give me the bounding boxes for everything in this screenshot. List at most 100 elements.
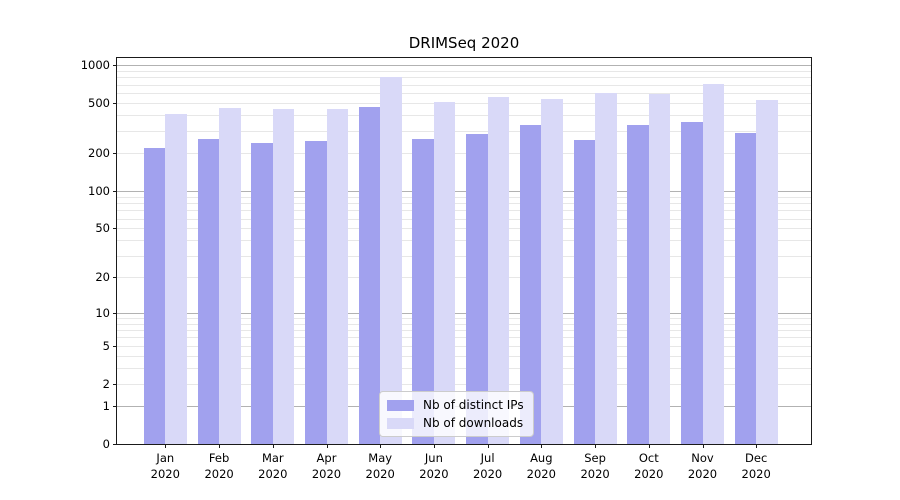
bar-downloads-jun — [433, 101, 456, 444]
x-tick-label-feb: Feb 2020 — [189, 450, 249, 482]
y-tick-label-1000: 1000 — [80, 58, 110, 73]
y-tick-label-0: 0 — [102, 437, 110, 451]
x-tick-month: Jan — [156, 451, 175, 465]
x-tick-label-may: May 2020 — [350, 450, 410, 482]
gridline-minor-400 — [117, 115, 811, 117]
x-tick-month: Sep — [584, 451, 606, 465]
bar-downloads-sep — [595, 92, 617, 444]
bar-distinct-ips-jan — [143, 148, 166, 444]
x-tick-label-jul: Jul 2020 — [458, 450, 518, 482]
gridline-minor-9 — [117, 317, 811, 319]
x-tick-label-nov: Nov 2020 — [673, 450, 733, 482]
x-tick-month: Jun — [424, 451, 443, 465]
bar-distinct-ips-may — [358, 107, 381, 444]
gridline-minor-900 — [117, 70, 811, 72]
y-tick-label-10: 10 — [95, 305, 110, 320]
gridline-minor-90 — [117, 196, 811, 198]
x-tick-year: 2020 — [365, 467, 395, 481]
x-tick-label-apr: Apr 2020 — [297, 450, 357, 482]
gridline-minor-30 — [117, 255, 811, 257]
gridline-minor-7 — [117, 330, 811, 331]
bar-distinct-ips-jul — [466, 133, 488, 444]
gridline-minor-200 — [117, 153, 811, 155]
x-tick-month: Feb — [208, 451, 230, 465]
x-tick-month: Aug — [530, 451, 553, 465]
bar-distinct-ips-feb — [197, 138, 220, 444]
y-tick-label-50: 50 — [95, 221, 110, 236]
gridline-minor-2 — [117, 383, 811, 385]
bar-downloads-apr — [326, 109, 348, 444]
bar-distinct-ips-oct — [627, 125, 649, 444]
gridline-minor-40 — [117, 240, 811, 242]
legend: Nb of distinct IPs Nb of downloads — [379, 391, 534, 437]
bar-downloads-jul — [487, 97, 510, 444]
x-tick-nov — [702, 444, 704, 448]
x-tick-apr — [326, 444, 328, 448]
gridline-minor-50 — [117, 228, 811, 230]
x-tick-year: 2020 — [687, 467, 718, 481]
gridline-minor-3 — [117, 368, 811, 369]
gridline-major-1000 — [117, 65, 811, 67]
x-tick-month: Jul — [480, 451, 495, 465]
x-tick-label-mar: Mar 2020 — [243, 450, 303, 482]
gridline-minor-500 — [117, 103, 811, 105]
legend-label-distinct-ips: Nb of distinct IPs — [423, 398, 524, 412]
x-tick-month: Mar — [261, 451, 284, 465]
gridline-minor-8 — [117, 323, 811, 325]
bar-downloads-jan — [165, 114, 187, 444]
x-tick-jun — [433, 444, 435, 448]
y-tick-0 — [113, 444, 117, 445]
x-tick-month: May — [368, 451, 393, 465]
bar-downloads-dec — [756, 100, 778, 444]
x-tick-may — [380, 444, 382, 448]
x-tick-feb — [219, 444, 221, 448]
y-tick-label-200: 200 — [88, 146, 110, 161]
x-tick-label-sep: Sep 2020 — [565, 450, 625, 482]
gridline-minor-800 — [117, 77, 811, 79]
gridline-minor-6 — [117, 337, 811, 339]
bar-distinct-ips-sep — [573, 140, 596, 444]
x-tick-label-aug: Aug 2020 — [511, 450, 571, 482]
bar-downloads-may — [380, 77, 402, 444]
bar-distinct-ips-aug — [519, 125, 542, 444]
x-tick-year: 2020 — [150, 467, 180, 481]
gridline-minor-20 — [117, 277, 811, 279]
x-tick-year: 2020 — [204, 467, 234, 481]
bar-distinct-ips-jun — [412, 139, 434, 444]
gridline-minor-80 — [117, 203, 811, 204]
bar-downloads-oct — [648, 93, 671, 444]
x-tick-aug — [541, 444, 543, 448]
x-tick-label-oct: Oct 2020 — [619, 450, 679, 482]
x-tick-month: Nov — [691, 451, 714, 465]
y-tick-label-500: 500 — [88, 96, 110, 111]
x-tick-oct — [648, 444, 650, 448]
gridline-minor-600 — [117, 93, 811, 95]
x-tick-sep — [595, 444, 597, 448]
x-tick-jan — [165, 444, 167, 448]
bar-downloads-mar — [272, 108, 295, 444]
gridline-minor-60 — [117, 218, 811, 220]
gridline-major-10 — [117, 312, 811, 314]
y-tick-label-2: 2 — [102, 376, 110, 391]
gridline-minor-300 — [117, 131, 811, 133]
x-tick-label-jun: Jun 2020 — [404, 450, 464, 482]
legend-item-distinct-ips: Nb of distinct IPs — [387, 398, 524, 412]
grid-layer — [117, 58, 811, 444]
legend-item-downloads: Nb of downloads — [387, 416, 524, 430]
legend-swatch-downloads — [387, 417, 414, 429]
x-tick-year: 2020 — [258, 467, 288, 481]
x-tick-year: 2020 — [472, 467, 503, 481]
x-tick-month: Dec — [745, 451, 768, 465]
gridline-major-100 — [117, 190, 811, 192]
bar-distinct-ips-mar — [251, 142, 273, 444]
x-tick-label-jan: Jan 2020 — [135, 450, 195, 482]
y-tick-label-100: 100 — [88, 183, 110, 198]
bar-downloads-aug — [541, 98, 563, 444]
bar-distinct-ips-dec — [734, 132, 757, 444]
y-tick-label-5: 5 — [102, 338, 110, 353]
bars-layer — [117, 58, 811, 444]
x-tick-month: Oct — [638, 451, 659, 465]
x-tick-label-dec: Dec 2020 — [726, 450, 786, 482]
x-tick-jul — [487, 444, 489, 448]
